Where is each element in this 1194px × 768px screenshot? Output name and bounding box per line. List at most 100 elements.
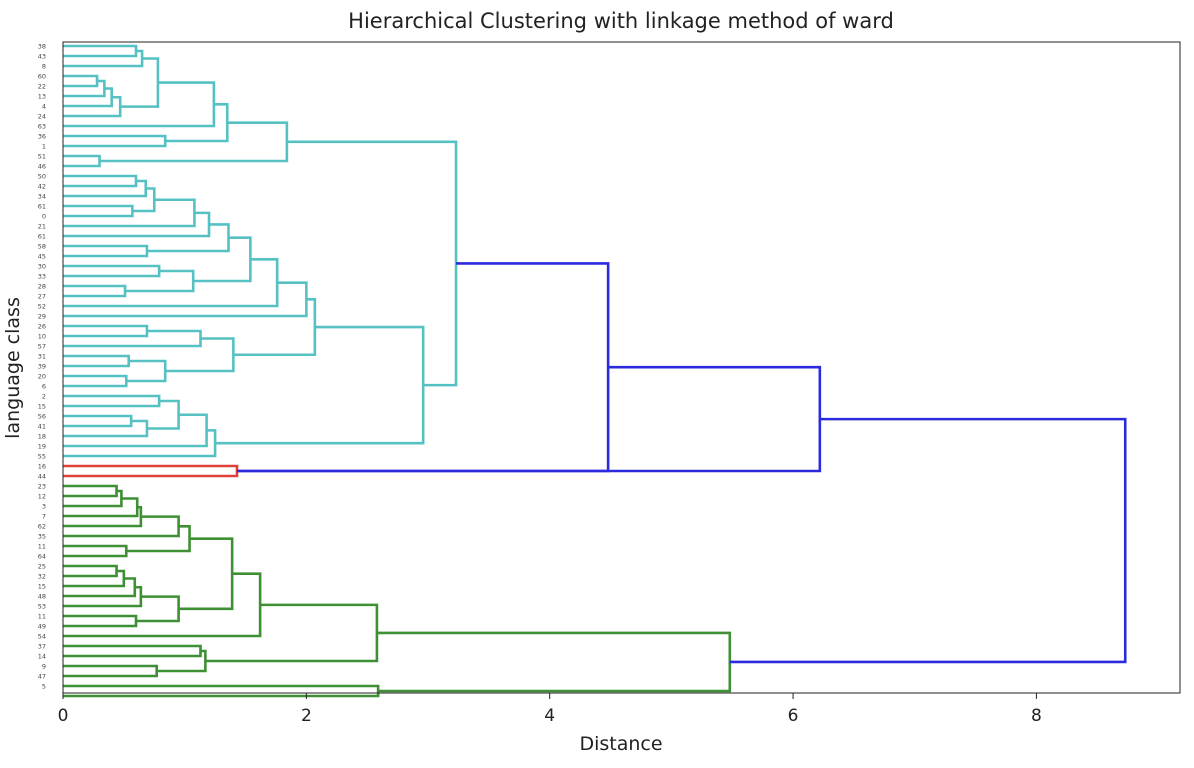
- dendrogram-link: [63, 414, 133, 428]
- leaf-label: 48: [38, 592, 46, 600]
- x-tick-label: 2: [301, 706, 312, 726]
- leaf-label: 28: [38, 282, 46, 290]
- dendrogram-link: [63, 329, 202, 348]
- leaf-label: 20: [38, 372, 46, 380]
- leaf-label: 60: [38, 72, 46, 80]
- leaf-label: 62: [38, 522, 46, 530]
- leaf-label: 42: [38, 182, 46, 190]
- leaf-label: 6: [42, 382, 46, 390]
- leaf-label: 56: [38, 412, 46, 420]
- leaf-label: 8: [42, 62, 46, 70]
- leaf-label: 1: [42, 142, 46, 150]
- x-axis-ticks: 0 2 4 6 8: [58, 693, 1042, 726]
- leaf-label: 16: [38, 462, 46, 470]
- leaf-label: 14: [38, 652, 46, 660]
- leaf-label: 2: [42, 392, 46, 400]
- leaf-label: 15: [38, 582, 46, 590]
- dendrogram-link: [63, 154, 101, 168]
- dendrogram-link: [63, 644, 202, 658]
- dendrogram-link: [126, 359, 167, 383]
- dendrogram-link: [63, 87, 113, 108]
- dendrogram-link: [63, 429, 217, 458]
- dendrogram-link: [63, 684, 380, 698]
- leaf-label: 33: [38, 272, 46, 280]
- dendrogram-link: [136, 595, 180, 623]
- leaf-label: 41: [38, 422, 46, 430]
- leaf-label: 30: [38, 262, 46, 270]
- dendrogram-link: [233, 298, 317, 357]
- leaf-label: 52: [38, 302, 46, 310]
- dendrogram-link: [63, 174, 138, 188]
- dendrogram-link: [205, 603, 379, 663]
- leaf-label: 10: [38, 332, 46, 340]
- leaf-label: 24: [38, 112, 46, 120]
- leaf-label: 36: [38, 132, 46, 140]
- dendrogram-link: [63, 413, 208, 448]
- leaf-label: 27: [38, 292, 46, 300]
- leaf-label: 29: [38, 312, 46, 320]
- dendrogram-link: [63, 484, 118, 498]
- dendrogram-links: [63, 44, 1127, 698]
- leaf-label: 32: [38, 572, 46, 580]
- dendrogram-link: [63, 264, 161, 278]
- leaf-label: 21: [38, 222, 46, 230]
- leaf-label: 7: [42, 512, 46, 520]
- leaf-label: 22: [38, 82, 46, 90]
- dendrogram-link: [63, 258, 279, 308]
- leaf-label: 26: [38, 322, 46, 330]
- dendrogram-link: [63, 374, 128, 388]
- dendrogram-link: [376, 631, 732, 693]
- dendrogram-link: [120, 57, 160, 108]
- chart-title: Hierarchical Clustering with linkage met…: [348, 9, 894, 33]
- leaf-labels: 3843860221342463361514650423461021615845…: [38, 42, 46, 690]
- dendrogram-link: [63, 74, 99, 88]
- leaf-label: 37: [38, 642, 46, 650]
- dendrogram-link: [286, 140, 458, 387]
- dendrogram-link: [146, 223, 230, 253]
- dendrogram-link: [63, 284, 127, 298]
- dendrogram-link: [63, 204, 134, 218]
- dendrogram-link: [63, 281, 308, 318]
- x-tick-label: 8: [1031, 706, 1042, 726]
- x-tick-label: 6: [788, 706, 799, 726]
- leaf-label: 64: [38, 552, 46, 560]
- dendrogram-link: [63, 179, 148, 198]
- leaf-label: 19: [38, 442, 46, 450]
- leaf-label: 15: [38, 402, 46, 410]
- dendrogram-link: [63, 564, 118, 578]
- leaf-label: 44: [38, 472, 46, 480]
- leaf-label: 0: [42, 212, 46, 220]
- leaf-label: 61: [38, 232, 46, 240]
- leaf-label: 9: [42, 662, 46, 670]
- dendrogram-link: [63, 394, 161, 408]
- leaf-label: 39: [38, 362, 46, 370]
- dendrogram-link: [63, 664, 158, 678]
- leaf-label: 5: [42, 682, 46, 690]
- leaf-label: 61: [38, 202, 46, 210]
- leaf-label: 53: [38, 602, 46, 610]
- dendrogram-link: [63, 134, 167, 148]
- leaf-label: 12: [38, 492, 46, 500]
- dendrogram-link: [63, 464, 239, 478]
- leaf-label: 49: [38, 622, 46, 630]
- leaf-label: 25: [38, 562, 46, 570]
- leaf-label: 3: [42, 502, 46, 510]
- dendrogram-link: [729, 417, 1127, 664]
- leaf-label: 4: [42, 102, 46, 110]
- leaf-label: 43: [38, 52, 46, 60]
- dendrogram-link: [63, 544, 128, 558]
- dendrogram-link: [63, 614, 138, 628]
- dendrogram-link: [178, 537, 234, 611]
- dendrogram-link: [193, 236, 252, 283]
- x-tick-label: 0: [58, 706, 69, 726]
- dendrogram-link: [63, 419, 149, 438]
- dendrogram-link: [63, 79, 106, 98]
- leaf-label: 51: [38, 152, 46, 160]
- dendrogram-link: [165, 102, 229, 143]
- dendrogram-link: [63, 569, 126, 588]
- dendrogram-link: [156, 649, 207, 673]
- dendrogram-link: [63, 49, 144, 68]
- leaf-label: 58: [38, 242, 46, 250]
- leaf-label: 63: [38, 122, 46, 130]
